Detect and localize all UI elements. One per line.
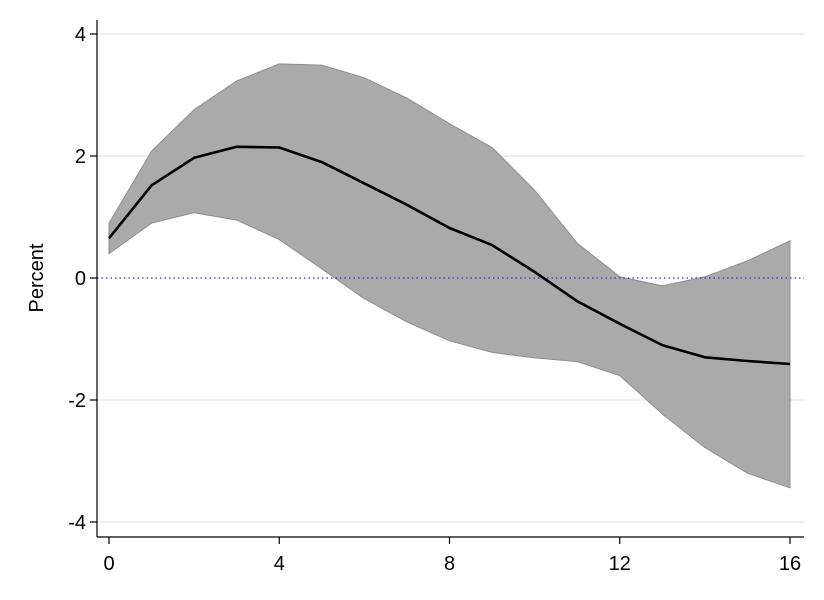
estimate-line-group xyxy=(107,145,791,366)
x-tick-labels: 0 4 8 12 16 xyxy=(103,553,801,575)
y-tick-label: 2 xyxy=(75,146,86,168)
x-tick-label: 12 xyxy=(609,553,631,575)
x-tick-label: 8 xyxy=(444,553,455,575)
y-tick-label: 4 xyxy=(75,24,86,46)
confidence-band-group xyxy=(108,63,791,489)
confidence-band xyxy=(108,63,791,489)
y-tick-label: -2 xyxy=(68,390,86,412)
y-tick-label: 0 xyxy=(75,268,86,290)
x-tick-label: 0 xyxy=(103,553,114,575)
x-tick-label: 4 xyxy=(274,553,285,575)
y-tick-labels: -4 -2 0 2 4 xyxy=(68,24,86,534)
y-tick-label: -4 xyxy=(68,512,86,534)
x-tick-label: 16 xyxy=(779,553,801,575)
axes xyxy=(90,20,804,544)
estimate-line xyxy=(107,145,791,366)
y-axis-title: Percent xyxy=(26,243,48,312)
